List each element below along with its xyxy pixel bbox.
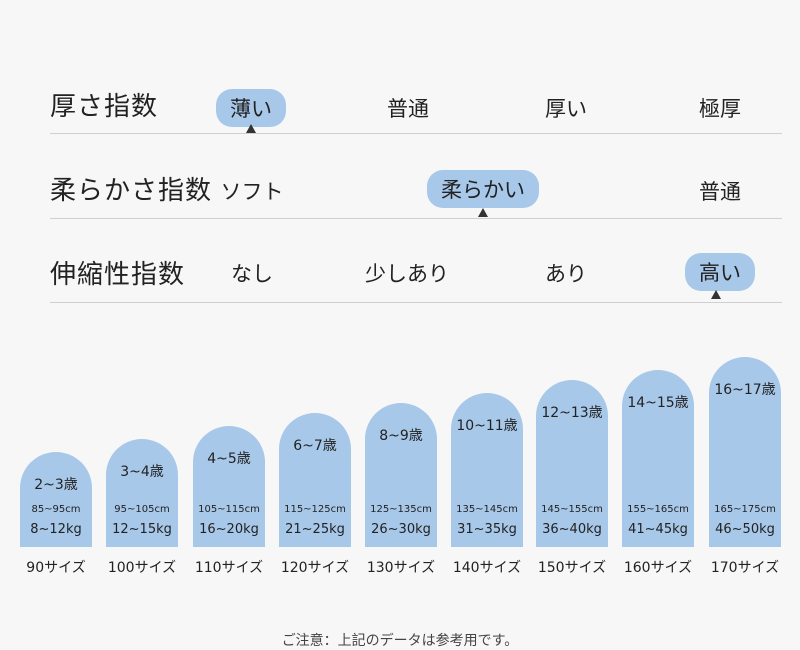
reference-note: ご注意：上記のデータは参考用です。 [281, 633, 519, 649]
softness-marker-icon [478, 208, 488, 217]
stretch-option-high: 高い [685, 253, 755, 291]
size-height: 135~145cm [456, 504, 518, 515]
size-age: 14~15歳 [627, 395, 689, 411]
size-height: 105~115cm [198, 504, 260, 515]
size-weight: 21~25kg [285, 522, 345, 537]
size-height: 85~95cm [31, 504, 81, 515]
size-pillar: 6~7歳 115~125cm 21~25kg [279, 413, 351, 547]
size-weight: 12~15kg [112, 522, 172, 537]
size-label: 170サイズ [710, 560, 780, 576]
size-weight: 31~35kg [457, 522, 517, 537]
row-divider [50, 218, 782, 219]
size-label: 100サイズ [107, 560, 177, 576]
size-label: 120サイズ [280, 560, 350, 576]
stretch-option-none: なし [231, 262, 273, 286]
size-height: 115~125cm [284, 504, 346, 515]
size-weight: 41~45kg [628, 522, 688, 537]
size-pillar: 3~4歳 95~105cm 12~15kg [106, 439, 178, 547]
stretch-index-title: 伸縮性指数 [50, 260, 186, 290]
size-label: 160サイズ [623, 560, 693, 576]
stretch-option-yes: あり [545, 262, 587, 286]
size-height: 145~155cm [541, 504, 603, 515]
size-pillar: 2~3歳 85~95cm 8~12kg [20, 452, 92, 547]
size-age: 10~11歳 [456, 418, 518, 434]
size-pillar: 4~5歳 105~115cm 16~20kg [193, 426, 265, 547]
size-height: 155~165cm [627, 504, 689, 515]
row-divider [50, 302, 782, 303]
softness-index-title: 柔らかさ指数 [50, 176, 213, 206]
size-age: 3~4歳 [120, 464, 164, 480]
size-age: 12~13歳 [541, 405, 603, 421]
size-weight: 8~12kg [30, 522, 82, 537]
size-label: 130サイズ [366, 560, 436, 576]
size-pillar: 8~9歳 125~135cm 26~30kg [365, 403, 437, 547]
size-weight: 36~40kg [542, 522, 602, 537]
thickness-option-normal: 普通 [387, 97, 429, 121]
size-pillar: 10~11歳 135~145cm 31~35kg [451, 393, 523, 547]
size-pillar: 16~17歳 165~175cm 46~50kg [709, 357, 781, 547]
softness-option-softish: 柔らかい [427, 170, 539, 208]
thickness-option-thin: 薄い [216, 89, 286, 127]
size-height: 125~135cm [370, 504, 432, 515]
size-pillar: 12~13歳 145~155cm 36~40kg [536, 380, 608, 547]
size-age: 2~3歳 [34, 477, 78, 493]
thickness-option-extra-thick: 極厚 [699, 97, 741, 121]
size-age: 6~7歳 [293, 438, 337, 454]
thickness-option-thick: 厚い [545, 97, 587, 121]
size-weight: 46~50kg [715, 522, 775, 537]
size-label: 150サイズ [537, 560, 607, 576]
size-weight: 16~20kg [199, 522, 259, 537]
size-height: 95~105cm [114, 504, 170, 515]
stretch-marker-icon [711, 290, 721, 299]
size-age: 4~5歳 [207, 451, 251, 467]
size-age: 16~17歳 [714, 382, 776, 398]
thickness-marker-icon [246, 124, 256, 133]
thickness-index-title: 厚さ指数 [50, 92, 159, 122]
size-label: 140サイズ [452, 560, 522, 576]
softness-option-soft: ソフト [220, 180, 284, 204]
size-age: 8~9歳 [379, 428, 423, 444]
row-divider [50, 133, 782, 134]
size-label: 110サイズ [194, 560, 264, 576]
size-weight: 26~30kg [371, 522, 431, 537]
stretch-option-some: 少しあり [365, 262, 449, 286]
size-height: 165~175cm [714, 504, 776, 515]
size-label: 90サイズ [26, 560, 86, 576]
softness-option-normal: 普通 [699, 180, 741, 204]
size-pillar: 14~15歳 155~165cm 41~45kg [622, 370, 694, 547]
